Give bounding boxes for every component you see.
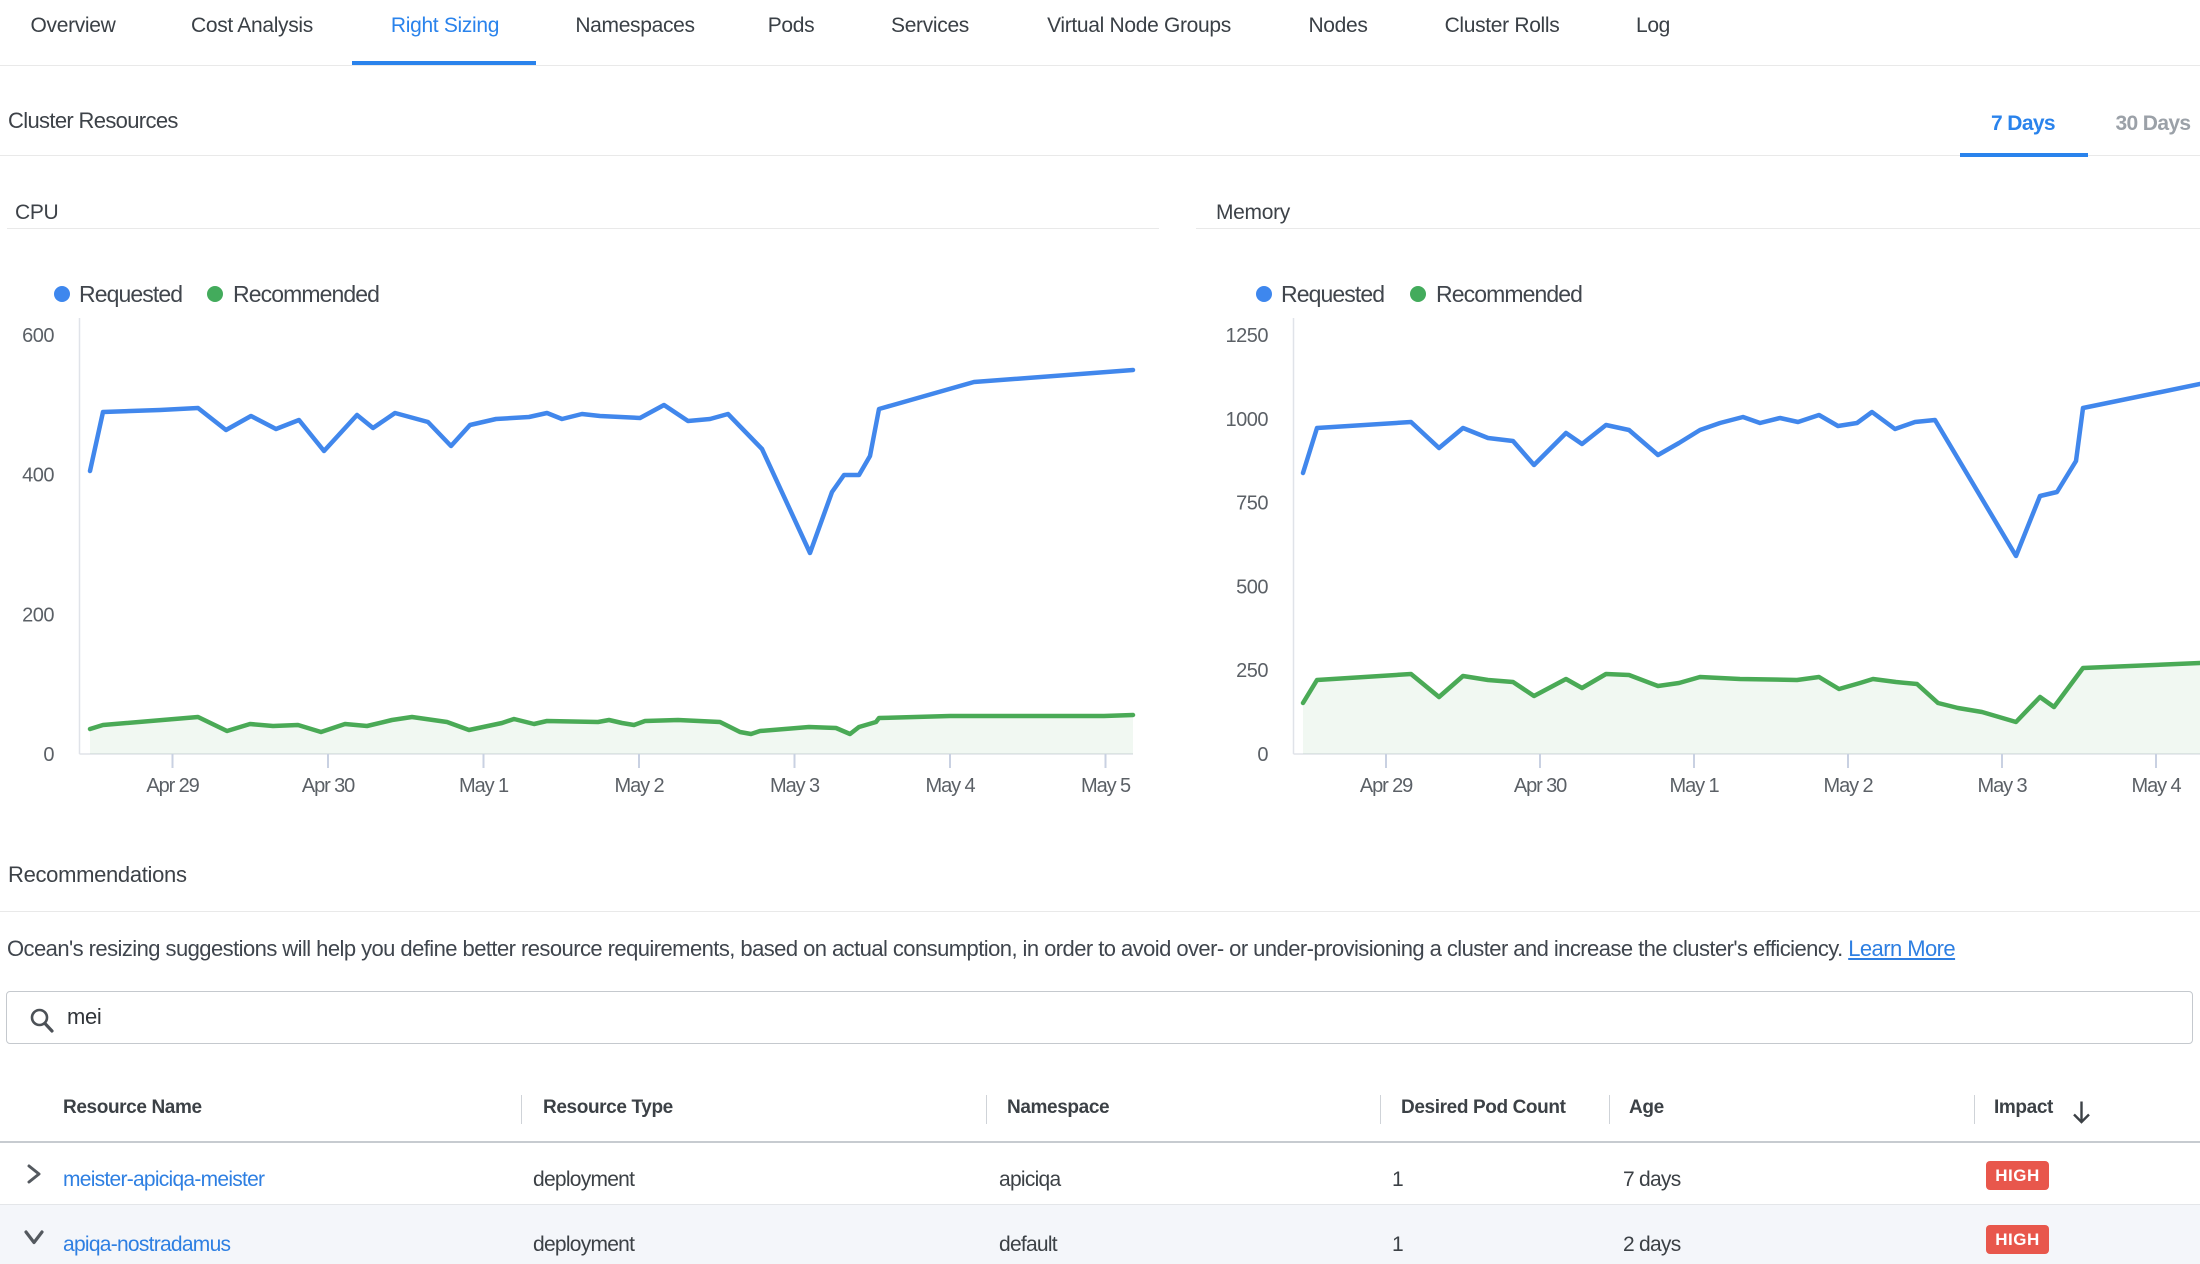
svg-text:Apr 30: Apr 30 xyxy=(1514,775,1567,797)
svg-text:Apr 29: Apr 29 xyxy=(1360,775,1413,797)
svg-text:1250: 1250 xyxy=(1226,325,1269,347)
svg-text:500: 500 xyxy=(1236,576,1268,598)
svg-text:May 2: May 2 xyxy=(615,775,665,797)
svg-text:Requested: Requested xyxy=(1281,281,1384,307)
svg-text:May 5: May 5 xyxy=(1081,775,1131,797)
svg-text:750: 750 xyxy=(1236,493,1268,515)
svg-text:Recommended: Recommended xyxy=(1436,281,1582,307)
svg-text:May 1: May 1 xyxy=(459,775,509,797)
svg-text:0: 0 xyxy=(43,744,54,766)
svg-text:May 3: May 3 xyxy=(770,775,820,797)
svg-text:250: 250 xyxy=(1236,660,1268,682)
svg-text:1000: 1000 xyxy=(1226,409,1269,431)
svg-text:Apr 29: Apr 29 xyxy=(146,775,199,797)
svg-text:Apr 30: Apr 30 xyxy=(302,775,355,797)
svg-text:200: 200 xyxy=(22,604,54,626)
svg-text:May 3: May 3 xyxy=(1978,775,2028,797)
svg-text:Recommended: Recommended xyxy=(233,281,379,307)
svg-text:0: 0 xyxy=(1257,744,1268,766)
svg-text:May 1: May 1 xyxy=(1670,775,1720,797)
svg-text:600: 600 xyxy=(22,325,54,347)
svg-text:400: 400 xyxy=(22,465,54,487)
svg-text:May 4: May 4 xyxy=(926,775,976,797)
svg-text:Requested: Requested xyxy=(79,281,182,307)
svg-text:May 2: May 2 xyxy=(1824,775,1874,797)
svg-text:May 4: May 4 xyxy=(2132,775,2182,797)
